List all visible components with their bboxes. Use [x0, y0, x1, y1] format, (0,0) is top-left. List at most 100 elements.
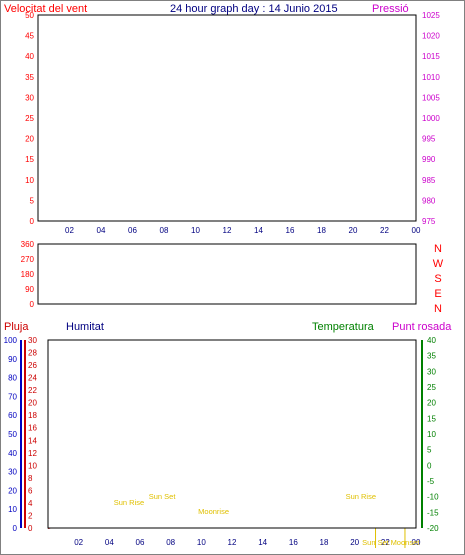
pressure-tick-label: 1025 — [422, 11, 440, 20]
direction-tick-label: 270 — [21, 255, 35, 264]
compass-label: E — [434, 288, 441, 300]
time-tick-label: 06 — [136, 538, 145, 547]
time-tick-label: 22 — [380, 226, 389, 235]
rain-tick-label: 16 — [28, 424, 37, 433]
humidity-label: Humitat — [66, 321, 104, 333]
time-tick-label: 00 — [412, 226, 421, 235]
rain-label: Pluja — [4, 321, 29, 333]
rain-tick-label: 20 — [28, 399, 37, 408]
temperature-tick-label: 20 — [427, 399, 436, 408]
wind-plot-area — [37, 14, 417, 222]
temperature-tick-label: 5 — [427, 446, 432, 455]
time-tick-label: 08 — [166, 538, 175, 547]
time-tick-label: 14 — [254, 226, 263, 235]
rain-tick-label: 4 — [28, 499, 33, 508]
wind-tick-label: 5 — [30, 196, 35, 205]
time-tick-label: 18 — [320, 538, 329, 547]
wind-tick-label: 15 — [25, 155, 34, 164]
direction-tick-label: 0 — [30, 300, 35, 309]
time-tick-label: 08 — [160, 226, 169, 235]
wind-tick-label: 50 — [25, 11, 34, 20]
time-tick-label: 16 — [289, 538, 298, 547]
humidity-tick-label: 20 — [8, 486, 17, 495]
time-tick-label: 20 — [349, 226, 358, 235]
pressure-tick-label: 1010 — [422, 73, 440, 82]
pressure-tick-label: 975 — [422, 217, 436, 226]
humidity-tick-label: 60 — [8, 411, 17, 420]
temperature-tick-label: -10 — [427, 493, 439, 502]
time-tick-label: 04 — [105, 538, 114, 547]
humidity-tick-label: 50 — [8, 430, 17, 439]
pressure-tick-label: 980 — [422, 196, 436, 205]
rain-tick-label: 8 — [28, 474, 33, 483]
time-tick-label: 02 — [74, 538, 83, 547]
temperature-tick-label: 15 — [427, 414, 436, 423]
time-tick-label: 20 — [350, 538, 359, 547]
direction-tick-label: 180 — [21, 270, 35, 279]
event-label: Moonset — [391, 538, 421, 547]
compass-label: N — [434, 303, 442, 315]
rain-tick-label: 18 — [28, 411, 37, 420]
temperature-tick-label: 10 — [427, 430, 436, 439]
time-tick-label: 22 — [381, 538, 390, 547]
time-tick-label: 06 — [128, 226, 137, 235]
event-label: Sun Set — [362, 538, 390, 547]
dewpoint-label: Punt rosada — [392, 321, 452, 333]
event-label: Moonrise — [198, 507, 229, 516]
time-tick-label: 10 — [191, 226, 200, 235]
time-tick-label: 00 — [412, 538, 421, 547]
humidity-tick-label: 70 — [8, 392, 17, 401]
humidity-tick-label: 40 — [8, 449, 17, 458]
time-tick-label: 12 — [223, 226, 232, 235]
humidity-tick-label: 0 — [13, 524, 18, 533]
pressure-label: Pressió — [372, 3, 409, 15]
wind-tick-label: 40 — [25, 52, 34, 61]
axes-layer: 0510152025303540455097598098599099510001… — [4, 11, 444, 547]
event-label: Sun Rise — [346, 492, 376, 501]
humidity-tick-label: 30 — [8, 468, 17, 477]
compass-label: W — [433, 258, 444, 270]
rain-tick-label: 24 — [28, 374, 37, 383]
time-tick-label: 18 — [317, 226, 326, 235]
wind-tick-label: 10 — [25, 176, 34, 185]
wind-tick-label: 0 — [30, 217, 35, 226]
time-tick-label: 16 — [286, 226, 295, 235]
rain-tick-label: 22 — [28, 386, 37, 395]
temperature-tick-label: 0 — [427, 461, 432, 470]
pressure-tick-label: 985 — [422, 176, 436, 185]
temperature-tick-label: -20 — [427, 524, 439, 533]
humidity-tick-label: 90 — [8, 355, 17, 364]
temperature-tick-label: 30 — [427, 367, 436, 376]
wind-speed-label: Velocitat del vent — [4, 3, 87, 15]
rain-tick-label: 0 — [28, 524, 33, 533]
temperature-tick-label: 25 — [427, 383, 436, 392]
pressure-tick-label: 990 — [422, 155, 436, 164]
rain-tick-label: 26 — [28, 361, 37, 370]
rain-tick-label: 10 — [28, 461, 37, 470]
rain-tick-label: 6 — [28, 486, 33, 495]
compass-label: N — [434, 243, 442, 255]
temperature-tick-label: 35 — [427, 352, 436, 361]
rain-tick-label: 28 — [28, 349, 37, 358]
pressure-tick-label: 1000 — [422, 114, 440, 123]
direction-tick-label: 360 — [21, 240, 35, 249]
rain-tick-label: 12 — [28, 449, 37, 458]
pressure-tick-label: 995 — [422, 135, 436, 144]
temperature-label: Temperatura — [312, 321, 375, 333]
rain-tick-label: 2 — [28, 511, 33, 520]
humidity-plot-area — [47, 339, 417, 529]
time-tick-label: 12 — [228, 538, 237, 547]
event-label: Sun Rise — [114, 498, 144, 507]
time-tick-label: 04 — [97, 226, 106, 235]
pressure-tick-label: 1015 — [422, 52, 440, 61]
humidity-tick-label: 100 — [4, 336, 18, 345]
wind-tick-label: 30 — [25, 93, 34, 102]
wind-tick-label: 35 — [25, 73, 34, 82]
wind-tick-label: 20 — [25, 135, 34, 144]
rain-tick-label: 30 — [28, 336, 37, 345]
wind-tick-label: 25 — [25, 114, 34, 123]
rain-tick-label: 14 — [28, 436, 37, 445]
event-label: Sun Set — [149, 492, 177, 501]
